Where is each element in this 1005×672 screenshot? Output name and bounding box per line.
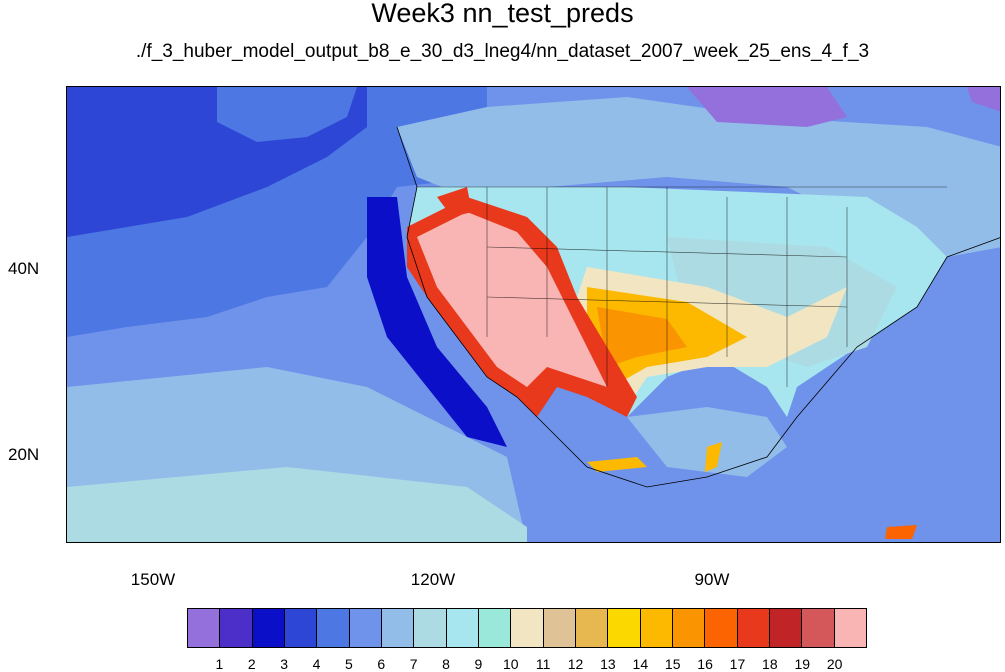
southwest-core [417,212,607,387]
map-canvas [67,87,1000,542]
gulf-water [627,407,787,477]
warm-belt-core [597,307,687,367]
legend-label: 17 [729,656,746,672]
legend-colorbar [187,608,867,648]
legend-label: 5 [344,656,353,672]
x-tick-label-90w: 90W [694,570,730,589]
coastal-strip [367,197,507,447]
legend-color-cell [834,609,866,647]
y-tick-label-20n: 20N [8,445,40,464]
legend-color-cell [640,609,673,647]
legend-color-cell [446,609,479,647]
yucatan-spot [705,442,722,472]
caribbean-spot [885,525,917,539]
legend-color-cell [575,609,609,647]
arctic-patch [967,87,1000,112]
plot-subtitle: ./f_3_huber_model_output_b8_e_30_d3_lneg… [135,41,870,62]
legend-color-cell [220,609,253,647]
x-tick-label-120w: 120W [410,570,456,589]
legend-color-cell [543,609,576,647]
x-tick-label-150w: 150W [130,570,176,589]
legend-color-cell [252,609,285,647]
legend-color-cell [802,609,835,647]
state-boundaries [417,186,947,387]
northwest-hotspot [437,187,472,217]
legend-label: 20 [826,656,843,672]
tropical-band [67,467,527,542]
legend-color-cell [284,609,318,647]
legend-color-cell [672,609,706,647]
coastline [396,126,1000,488]
legend-label: 4 [312,656,321,672]
legend-label: 3 [280,656,289,672]
map-plot [66,86,1001,543]
legend-label: 11 [535,656,551,672]
legend-label: 2 [247,656,256,672]
legend-color-cell [414,609,447,647]
legend-color-cell [511,609,544,647]
y-tick-label-40n: 40N [8,259,40,278]
legend-color-cell [317,609,350,647]
legend-label: 1 [215,656,224,672]
legend-color-cell [769,609,803,647]
legend-label: 6 [377,656,386,672]
legend-label: 16 [697,656,713,672]
legend-label: 13 [600,656,616,672]
legend-color-cell [381,609,415,647]
legend-label: 18 [762,656,778,672]
legend-color-cell [478,609,512,647]
legend-label: 7 [409,656,418,672]
legend-color-cell [188,609,221,647]
legend-label: 12 [567,656,584,672]
plot-title: Week3 nn_test_preds [371,0,634,28]
legend-label: 9 [474,656,483,672]
legend-label: 19 [794,656,811,672]
legend-color-cell [608,609,641,647]
canada-high [687,87,847,127]
central-america-spot [587,457,647,472]
legend-label: 10 [503,656,519,672]
legend-color-cell [705,609,738,647]
legend-label: 8 [442,656,450,672]
legend-label: 15 [664,656,681,672]
legend-color-cell [349,609,382,647]
legend-color-cell [737,609,770,647]
gulf-alaska [217,87,357,142]
legend-label: 14 [632,656,649,672]
